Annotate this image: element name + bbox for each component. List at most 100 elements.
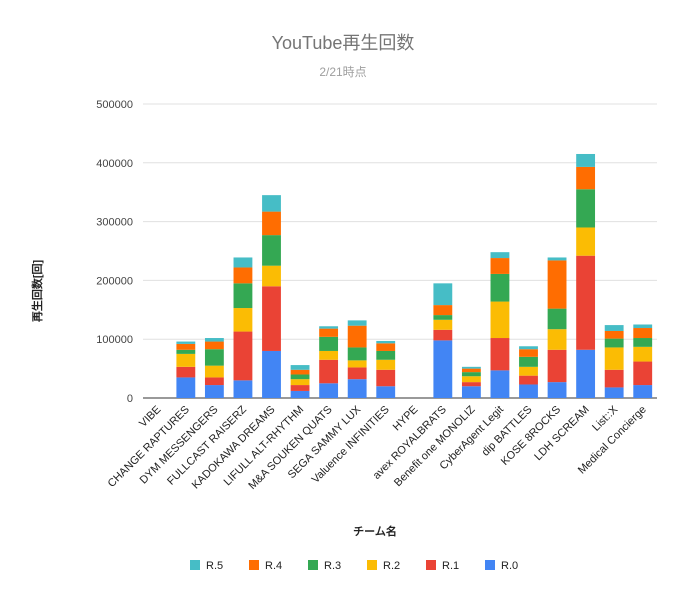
bar-segment bbox=[176, 343, 196, 350]
bar-segment bbox=[576, 227, 596, 256]
legend: R.5 R.4 R.3 R.2 R.1 R.0 bbox=[190, 560, 518, 572]
bar-segment bbox=[290, 365, 310, 370]
bar-segment bbox=[519, 356, 538, 367]
bar-segment bbox=[433, 283, 453, 306]
bar-segment bbox=[204, 365, 224, 378]
bar-segment bbox=[461, 382, 481, 387]
bar-segment bbox=[461, 376, 481, 383]
y-axis-title: 再生回数[回] bbox=[30, 260, 44, 323]
bar-segment bbox=[319, 383, 339, 398]
bar-segment bbox=[376, 343, 396, 351]
legend-swatch bbox=[485, 560, 495, 570]
bar-segment bbox=[547, 382, 567, 398]
bar-segment bbox=[262, 350, 281, 398]
bar-segment bbox=[490, 301, 510, 339]
bar-segment bbox=[633, 385, 653, 398]
bar-segment bbox=[633, 361, 653, 386]
bar-segment bbox=[633, 324, 653, 329]
bar-segment bbox=[576, 153, 596, 167]
bar-segment bbox=[233, 308, 253, 332]
bar-segment bbox=[176, 341, 196, 344]
bar-segment bbox=[461, 386, 481, 398]
bar-segment bbox=[319, 359, 339, 384]
bar-segment bbox=[347, 379, 367, 398]
chart-subtitle: 2/21時点 bbox=[319, 65, 366, 79]
bar-segment bbox=[490, 370, 510, 398]
bar-segment bbox=[576, 189, 596, 228]
bar-segment bbox=[376, 340, 396, 344]
bar-segment bbox=[433, 305, 453, 316]
bar-segment bbox=[176, 353, 196, 367]
bar-segment bbox=[233, 267, 253, 284]
bar-segment bbox=[204, 338, 224, 342]
bar-segment bbox=[262, 195, 281, 212]
bar-segment bbox=[262, 211, 281, 236]
bar-segment bbox=[461, 368, 481, 373]
bar-segment bbox=[233, 257, 253, 268]
bar-segment bbox=[519, 384, 538, 398]
bar-segment bbox=[433, 315, 453, 320]
bar-segment bbox=[204, 377, 224, 386]
bar-segment bbox=[176, 377, 196, 398]
y-tick-label: 500000 bbox=[96, 99, 133, 111]
bar-segment bbox=[604, 347, 624, 370]
bar-segment bbox=[547, 308, 567, 330]
bar-segment bbox=[576, 255, 596, 350]
chart-title: YouTube再生回数 bbox=[272, 33, 415, 53]
bar-segment bbox=[290, 369, 310, 375]
legend-swatch bbox=[367, 560, 377, 570]
bar-segment bbox=[233, 283, 253, 309]
bar-segment bbox=[633, 338, 653, 347]
bar-segment bbox=[290, 385, 310, 391]
bar-segment bbox=[347, 360, 367, 368]
bar-segment bbox=[604, 330, 624, 339]
bar-segment bbox=[461, 372, 481, 377]
bar-segment bbox=[319, 328, 339, 337]
bar-segment bbox=[233, 331, 253, 381]
bar-segment bbox=[262, 265, 281, 287]
legend-label: R.4 bbox=[265, 560, 282, 572]
bar-segment bbox=[604, 369, 624, 388]
bar-segment bbox=[376, 359, 396, 370]
bar-segment bbox=[604, 387, 624, 398]
bar-segment bbox=[433, 319, 453, 330]
bar-segment bbox=[262, 235, 281, 266]
bar-segment bbox=[347, 320, 367, 326]
bars bbox=[176, 153, 653, 398]
legend-label: R.1 bbox=[442, 560, 459, 572]
bar-segment bbox=[290, 374, 310, 380]
legend-swatch bbox=[249, 560, 259, 570]
bar-segment bbox=[490, 258, 510, 274]
bar-segment bbox=[176, 349, 196, 354]
y-tick-label: 300000 bbox=[96, 217, 133, 229]
bar-segment bbox=[604, 325, 624, 331]
bar-segment bbox=[347, 367, 367, 380]
bar-segment bbox=[290, 390, 310, 398]
y-tick-label: 0 bbox=[127, 393, 133, 405]
bar-segment bbox=[319, 350, 339, 360]
bar-segment bbox=[376, 369, 396, 387]
bar-segment bbox=[576, 349, 596, 398]
bar-segment bbox=[576, 166, 596, 190]
bar-segment bbox=[233, 380, 253, 398]
bar-segment bbox=[347, 325, 367, 348]
bar-segment bbox=[633, 328, 653, 339]
y-axis-ticks: 0 100000 200000 300000 400000 500000 bbox=[96, 99, 133, 405]
bar-segment bbox=[319, 336, 339, 351]
bar-segment bbox=[547, 257, 567, 261]
bar-segment bbox=[547, 260, 567, 309]
bar-segment bbox=[547, 329, 567, 350]
bar-segment bbox=[347, 347, 367, 361]
bar-segment bbox=[461, 366, 481, 369]
bar-segment bbox=[519, 366, 538, 376]
legend-swatch bbox=[426, 560, 436, 570]
y-tick-label: 200000 bbox=[96, 275, 133, 287]
legend-swatch bbox=[190, 560, 200, 570]
bar-segment bbox=[176, 366, 196, 378]
bar-segment bbox=[433, 329, 453, 341]
bar-segment bbox=[547, 349, 567, 383]
bar-segment bbox=[319, 326, 339, 329]
